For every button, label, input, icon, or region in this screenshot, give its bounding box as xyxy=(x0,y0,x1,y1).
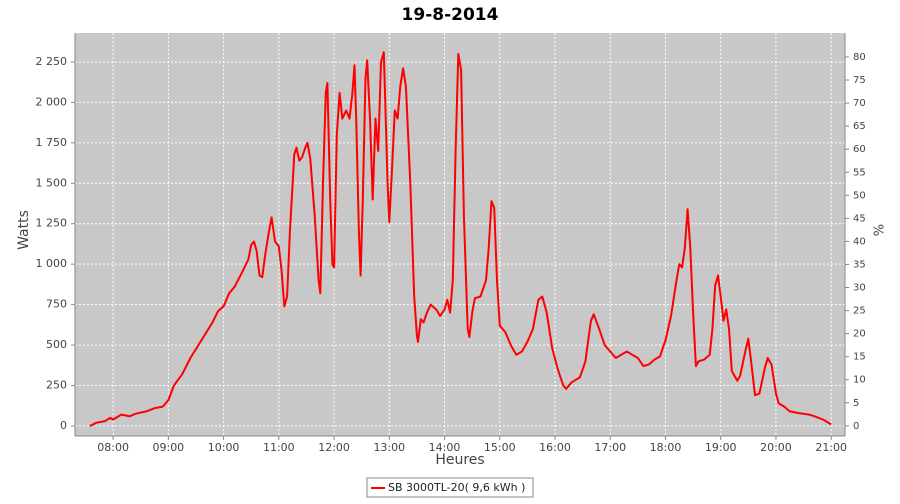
y-tick-label: 1 250 xyxy=(36,217,68,230)
y2-tick-label: 55 xyxy=(853,167,866,178)
y2-tick-label: 80 xyxy=(853,52,866,63)
x-tick-label: 10:00 xyxy=(208,441,240,454)
y-tick-label: 1 000 xyxy=(36,257,68,270)
y2-tick-label: 15 xyxy=(853,352,866,363)
y2-tick-label: 50 xyxy=(853,190,866,201)
x-tick-label: 08:00 xyxy=(97,441,129,454)
legend-label: SB 3000TL-20( 9,6 kWh ) xyxy=(388,481,525,494)
x-tick-label: 18:00 xyxy=(650,441,682,454)
y-tick-label: 500 xyxy=(46,338,67,351)
y-tick-label: 1 750 xyxy=(36,136,68,149)
y2-tick-label: 45 xyxy=(853,213,866,224)
y2-tick-label: 0 xyxy=(853,421,859,432)
y2-axis-title: % xyxy=(873,224,888,236)
x-tick-label: 14:00 xyxy=(429,441,461,454)
y-tick-label: 2 250 xyxy=(36,55,68,68)
y-tick-label: 2 000 xyxy=(36,95,68,108)
y2-tick-label: 25 xyxy=(853,306,866,317)
x-axis-title: Heures xyxy=(435,452,484,468)
y2-tick-label: 75 xyxy=(853,75,866,86)
y-tick-label: 250 xyxy=(46,379,67,392)
x-tick-label: 16:00 xyxy=(539,441,571,454)
x-tick-label: 15:00 xyxy=(484,441,516,454)
y2-tick-label: 20 xyxy=(853,329,866,340)
plot-area xyxy=(75,33,845,436)
y2-tick-label: 10 xyxy=(853,375,866,386)
data-line xyxy=(89,51,832,427)
x-tick-label: 17:00 xyxy=(594,441,626,454)
y-tick-label: 1 500 xyxy=(36,176,68,189)
x-tick-label: 21:00 xyxy=(815,441,847,454)
y2-tick-label: 40 xyxy=(853,236,866,247)
y-tick-label: 750 xyxy=(46,298,67,311)
x-tick-label: 12:00 xyxy=(318,441,350,454)
y2-tick-label: 65 xyxy=(853,121,866,132)
y-axis-title: Watts xyxy=(16,210,32,250)
y2-tick-label: 30 xyxy=(853,283,866,294)
x-tick-label: 11:00 xyxy=(263,441,295,454)
legend-box xyxy=(366,477,534,498)
y2-tick-label: 35 xyxy=(853,259,866,270)
x-tick-label: 20:00 xyxy=(760,441,792,454)
y2-tick-label: 60 xyxy=(853,144,866,155)
x-tick-label: 09:00 xyxy=(152,441,184,454)
chart-title: 19-8-2014 xyxy=(402,5,499,25)
x-tick-label: 19:00 xyxy=(705,441,737,454)
y2-tick-label: 70 xyxy=(853,98,866,109)
x-tick-label: 13:00 xyxy=(373,441,405,454)
y2-tick-label: 5 xyxy=(853,398,859,409)
y-tick-label: 0 xyxy=(60,419,67,432)
